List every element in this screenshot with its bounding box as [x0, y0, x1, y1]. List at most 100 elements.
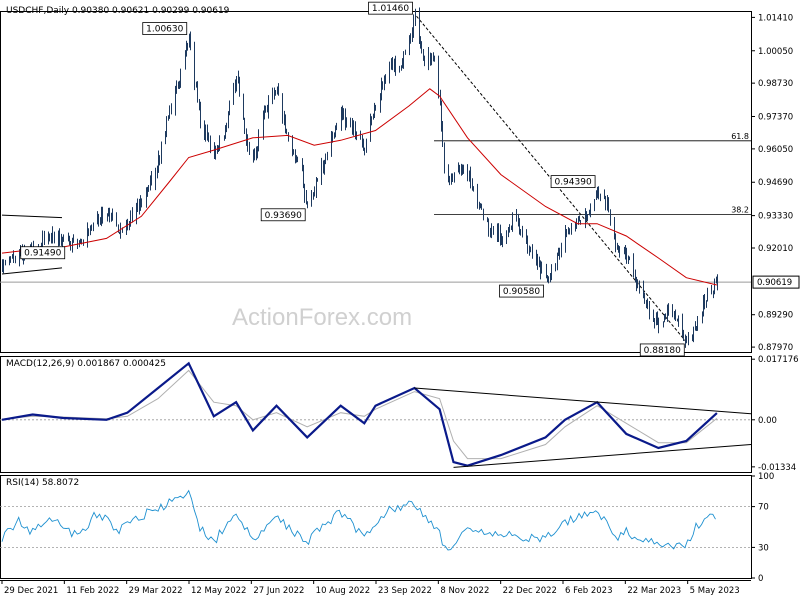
price-label-text: 1.00630	[146, 25, 183, 35]
candle-body	[189, 37, 190, 45]
candle-body	[61, 239, 62, 245]
candle-body	[42, 236, 43, 247]
candle-body	[19, 254, 20, 261]
candle-body	[459, 165, 460, 173]
price-y-tick-label: 0.97370	[758, 113, 793, 123]
candle-body	[79, 243, 80, 247]
main-title: USDCHF,Daily 0.90380 0.90621 0.90299 0.9…	[6, 6, 230, 16]
candle-body	[10, 258, 11, 260]
candle-body	[90, 228, 91, 233]
candle-body	[316, 180, 317, 192]
candle-body	[243, 95, 244, 120]
price-y-tick-label: 0.94690	[758, 178, 793, 188]
candle-body	[132, 213, 133, 219]
candle-body	[68, 238, 69, 240]
candle-body	[502, 238, 503, 242]
candle-body	[649, 303, 650, 313]
candle-body	[526, 231, 527, 241]
candle-body	[539, 262, 540, 267]
candle-body	[619, 250, 620, 255]
candle-body	[385, 78, 386, 80]
candle-body	[597, 191, 598, 195]
candle-body	[366, 140, 367, 149]
candle-body	[207, 126, 208, 138]
candle-body	[565, 229, 566, 248]
candle-body	[600, 196, 601, 199]
price-label-box	[550, 175, 596, 189]
candle-body	[190, 37, 191, 49]
candle-body	[186, 46, 187, 56]
candle-body	[589, 214, 590, 216]
candle-body	[667, 306, 668, 316]
x-tick-label: 22 Dec 2022	[503, 586, 557, 596]
candle-body	[9, 259, 10, 261]
price-label-text: 0.93690	[265, 211, 302, 221]
macd-title: MACD(12,26,9) 0.001867 0.000425	[6, 359, 166, 369]
candle-body	[579, 218, 580, 221]
x-tick-label: 23 Sep 2022	[378, 586, 432, 596]
candle-body	[395, 62, 396, 71]
candle-body	[146, 193, 147, 203]
candle-body	[302, 160, 303, 171]
candle-body	[532, 247, 533, 253]
candle-body	[360, 134, 361, 138]
candle-body	[480, 206, 481, 208]
candle-body	[98, 215, 99, 224]
price-label-box	[142, 22, 188, 35]
candle-body	[194, 48, 195, 84]
candle-body	[122, 228, 123, 232]
candle-body	[229, 104, 230, 113]
candle-body	[409, 37, 410, 50]
candle-body	[384, 78, 385, 87]
candle-body	[187, 44, 188, 47]
candle-body	[672, 310, 673, 314]
candle-body	[263, 113, 264, 136]
candle-body	[481, 206, 482, 210]
candle-body	[608, 201, 609, 212]
candle-body	[519, 224, 520, 231]
candle-body	[235, 85, 236, 89]
candle-body	[324, 160, 325, 168]
candle-body	[350, 119, 351, 124]
candle-body	[568, 232, 569, 234]
candle-body	[541, 266, 542, 274]
candle-body	[497, 229, 498, 236]
candle-body	[412, 32, 413, 36]
price-y-tick-label: 0.98730	[758, 79, 793, 89]
rsi-line	[1, 489, 716, 551]
candle-body	[200, 107, 201, 127]
candle-body	[136, 207, 137, 219]
candle-body	[498, 229, 499, 236]
candle-body	[48, 234, 49, 242]
candle-body	[448, 167, 449, 181]
fib-level-label: 61.8	[731, 132, 749, 141]
candle-body	[454, 172, 455, 177]
candle-body	[558, 251, 559, 254]
candle-body	[325, 159, 326, 161]
candle-body	[346, 119, 347, 125]
candle-body	[629, 257, 630, 259]
candle-body	[714, 280, 715, 294]
candle-body	[442, 125, 443, 145]
candle-body	[341, 113, 342, 127]
candle-body	[509, 227, 510, 230]
price-label-text: 0.90580	[503, 287, 540, 297]
candle-body	[380, 95, 381, 107]
candle-body	[424, 58, 425, 66]
candle-body	[81, 240, 82, 242]
candle-body	[394, 62, 395, 68]
candle-body	[239, 81, 240, 96]
candle-body	[551, 269, 552, 276]
candle-body	[374, 107, 375, 118]
candle-body	[697, 319, 698, 328]
fib-level-label: 38.2	[731, 205, 749, 214]
price-y-tick-label: 0.96050	[758, 145, 793, 155]
candle-body	[537, 259, 538, 267]
price-label-box	[639, 343, 685, 357]
candle-body	[353, 126, 354, 132]
triangle-lower-line	[1, 267, 63, 275]
candle-body	[155, 173, 156, 184]
candle-body	[635, 272, 636, 281]
candle-body	[127, 221, 128, 225]
candle-body	[356, 132, 357, 135]
